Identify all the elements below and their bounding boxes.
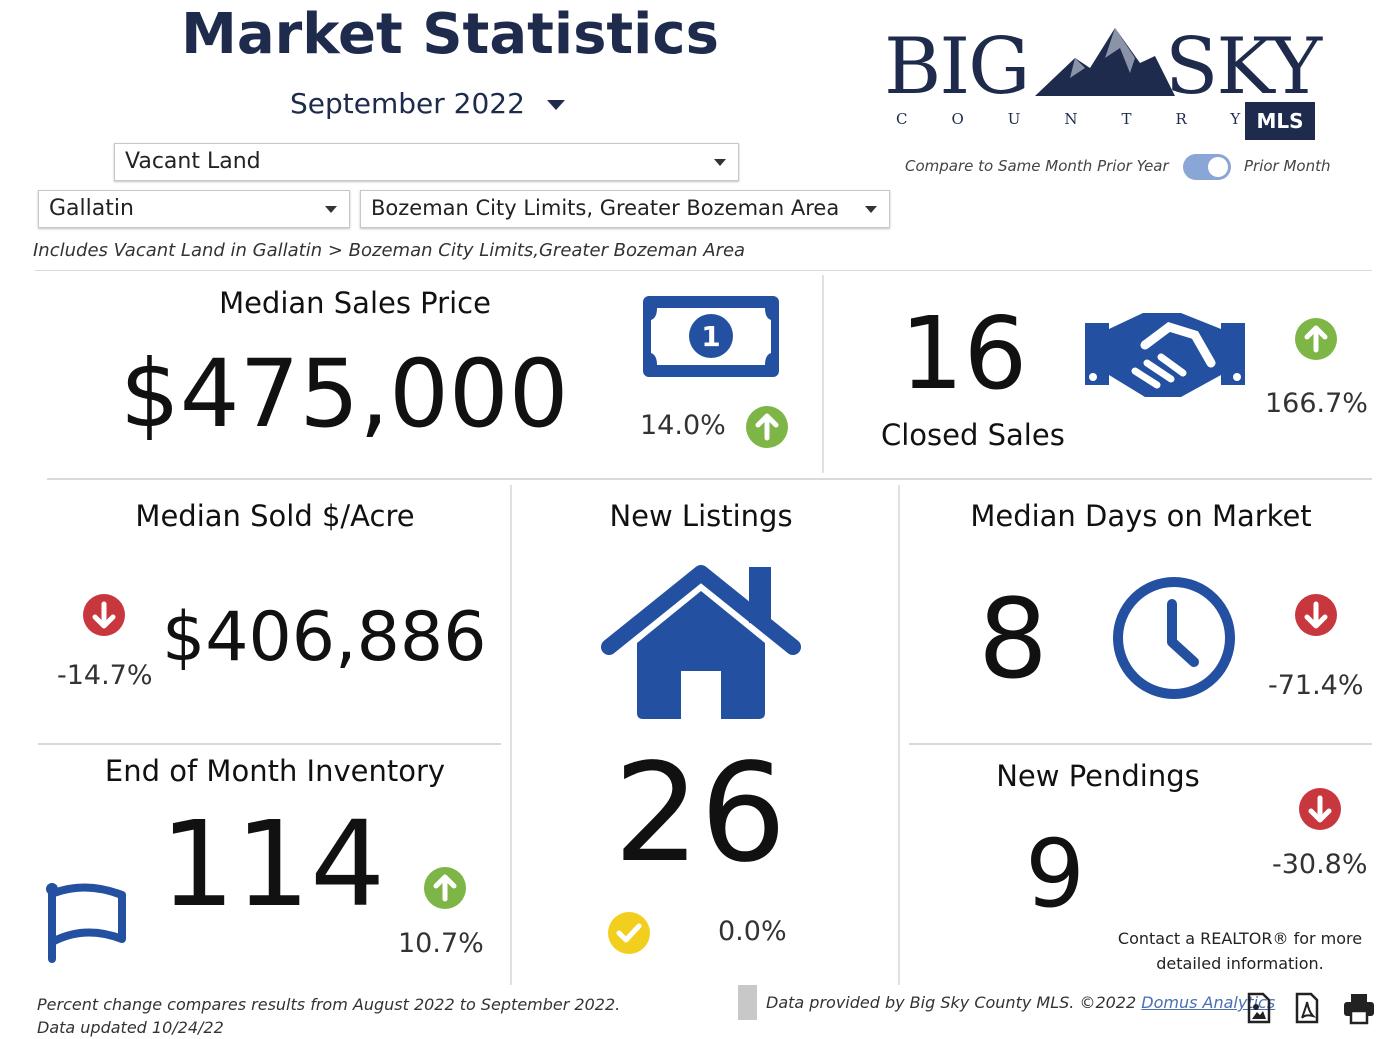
divider	[47, 478, 1372, 480]
trend-down-icon	[1295, 594, 1337, 636]
toggle-knob	[1208, 157, 1228, 177]
logo-sky: SKY	[1165, 22, 1322, 112]
compare-toggle[interactable]	[1183, 154, 1231, 180]
metric-label: New Listings	[609, 499, 793, 533]
scroll-marker	[738, 985, 757, 1020]
metric-value: $475,000	[120, 340, 569, 449]
logo-mls: MLS	[1245, 102, 1315, 140]
filter-description: Includes Vacant Land in Gallatin > Bozem…	[33, 240, 746, 261]
divider	[38, 743, 501, 745]
svg-text:1: 1	[701, 320, 720, 353]
county-select[interactable]: Gallatin	[38, 190, 350, 228]
clock-icon	[1113, 577, 1235, 699]
metric-label: Median Days on Market	[970, 499, 1312, 533]
divider	[898, 485, 900, 985]
metric-value: $406,886	[162, 598, 487, 677]
metric-change: -14.7%	[57, 660, 153, 691]
trend-up-icon	[424, 867, 466, 909]
metric-value: 114	[160, 795, 386, 933]
metric-value: 9	[1025, 820, 1085, 929]
link[interactable]: Domus Analytics	[1141, 993, 1276, 1012]
metric-label: End of Month Inventory	[104, 754, 446, 788]
metric-label: Median Sold $/Acre	[135, 499, 415, 533]
metric-value: 16	[900, 295, 1028, 412]
export-image-button[interactable]	[1247, 992, 1271, 1024]
print-button[interactable]	[1343, 992, 1375, 1025]
period-select[interactable]: September 2022	[290, 87, 565, 120]
money-icon: 1	[643, 296, 779, 377]
divider	[510, 485, 512, 985]
property-type-select[interactable]: Vacant Land	[114, 143, 739, 181]
credit: Data provided by Big Sky County MLS. ©20…	[766, 993, 1137, 1012]
metric-change: 166.7%	[1265, 388, 1368, 419]
area-select[interactable]: Bozeman City Limits, Greater Bozeman Are…	[360, 190, 890, 228]
trend-flat-icon	[608, 912, 650, 954]
metric-value: 26	[613, 735, 787, 893]
county: Gallatin	[49, 196, 134, 221]
metric-change: 0.0%	[718, 916, 787, 947]
metric-change: 14.0%	[640, 410, 726, 441]
logo-country: COUNTRY	[896, 110, 1285, 128]
title: Market Statistics	[181, 2, 719, 67]
house-icon	[601, 565, 801, 719]
footer-note: Percent change compares results from Aug…	[37, 995, 621, 1037]
handshake-icon	[1085, 313, 1245, 397]
trend-down-icon	[83, 594, 125, 636]
export-pdf-button[interactable]	[1295, 992, 1319, 1024]
metric-change: 10.7%	[398, 928, 484, 959]
contact-note: Contact a REALTOR® for more detailed inf…	[1117, 929, 1363, 973]
area: Bozeman City Limits, Greater Bozeman Are…	[371, 196, 840, 220]
compare-right: Prior Month	[1244, 157, 1331, 175]
logo-big: BIG	[884, 22, 1030, 112]
caret	[546, 100, 565, 119]
metric-value: 8	[978, 575, 1048, 703]
metric-change: -71.4%	[1268, 670, 1364, 701]
trend-up-icon	[746, 406, 788, 448]
flag-icon	[46, 883, 126, 963]
property-type: Vacant Land	[125, 149, 261, 174]
logo-mountain	[1035, 28, 1175, 96]
metric-label: New Pendings	[996, 759, 1200, 793]
footer-credit: Data provided by Big Sky County MLS. ©20…	[766, 993, 1275, 1012]
divider	[822, 275, 824, 473]
metric-change: -30.8%	[1272, 849, 1368, 880]
divider	[35, 270, 1372, 271]
period: September 2022	[290, 87, 525, 120]
divider	[909, 743, 1372, 745]
trend-down-icon	[1299, 788, 1341, 830]
trend-up-icon	[1295, 318, 1337, 360]
compare-left: Compare to Same Month Prior Year	[905, 157, 1169, 175]
metric-label: Closed Sales	[881, 418, 1065, 452]
metric-label: Median Sales Price	[219, 286, 491, 320]
